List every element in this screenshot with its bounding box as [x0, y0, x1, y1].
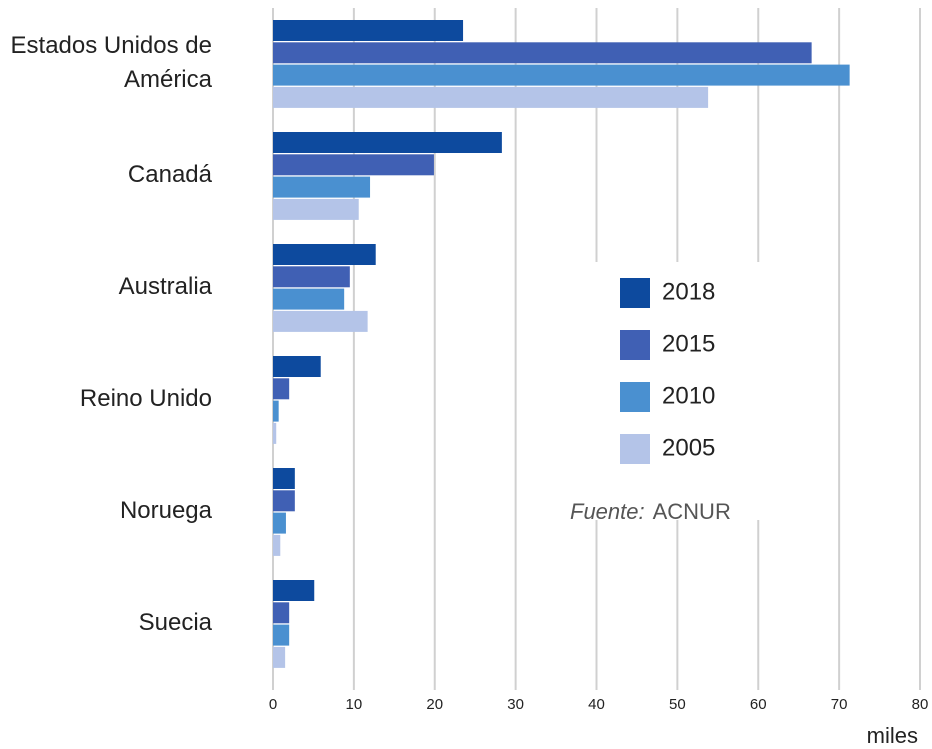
legend-swatch — [620, 330, 650, 360]
bar — [273, 646, 286, 668]
bar — [273, 580, 315, 601]
category-label: Noruega — [119, 496, 212, 524]
x-tick-label: 50 — [669, 696, 686, 713]
bar — [273, 602, 290, 624]
bar — [273, 512, 286, 534]
x-axis-label: miles — [867, 723, 918, 748]
x-tick-label: 60 — [750, 696, 767, 713]
bar — [273, 356, 321, 377]
category-label: Estados Unidos de América — [10, 31, 212, 93]
bar — [273, 20, 464, 41]
bar — [273, 64, 850, 86]
category-label: Canadá — [127, 160, 212, 188]
legend-swatch — [620, 278, 650, 308]
source-label: Fuente: — [570, 499, 645, 524]
category-label: Reino Unido — [79, 384, 212, 412]
bar — [273, 86, 709, 108]
legend-box — [552, 262, 778, 520]
legend-label: 2015 — [662, 330, 715, 357]
bar — [273, 288, 345, 310]
category-label: Australia — [118, 272, 212, 300]
legend-label: 2010 — [662, 382, 715, 409]
x-tick-label: 70 — [831, 696, 848, 713]
bar — [273, 624, 290, 646]
legend-label: 2005 — [662, 434, 715, 461]
bar — [273, 198, 359, 220]
bar — [273, 490, 295, 512]
x-tick-label: 30 — [507, 696, 524, 713]
x-tick-label: 80 — [912, 696, 929, 713]
legend-swatch — [620, 434, 650, 464]
category-label: Suecia — [138, 608, 212, 636]
bar — [273, 176, 371, 198]
bar — [273, 42, 812, 64]
legend-swatch — [620, 382, 650, 412]
x-tick-label: 20 — [426, 696, 443, 713]
bar — [273, 378, 290, 400]
bar — [273, 244, 376, 265]
source-note: Fuente: ACNUR — [570, 499, 731, 524]
bar — [273, 132, 502, 153]
x-tick-label: 0 — [269, 696, 277, 713]
legend-label: 2018 — [662, 278, 715, 305]
bar — [273, 310, 368, 332]
bar — [273, 534, 281, 556]
source: ACNUR — [653, 499, 731, 524]
bar — [273, 422, 277, 444]
bar — [273, 468, 295, 489]
x-tick-label: 40 — [588, 696, 605, 713]
bar — [273, 154, 434, 176]
bar — [273, 400, 279, 422]
x-tick-label: 10 — [346, 696, 363, 713]
bar — [273, 266, 350, 288]
